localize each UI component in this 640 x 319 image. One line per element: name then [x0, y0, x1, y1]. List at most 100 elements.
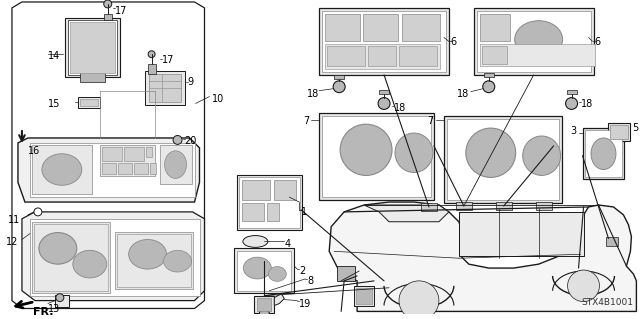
Bar: [447, 119, 559, 200]
Polygon shape: [18, 138, 200, 202]
Bar: [536, 202, 552, 210]
Text: 6: 6: [451, 37, 457, 48]
Ellipse shape: [268, 267, 286, 281]
Ellipse shape: [42, 154, 82, 185]
Bar: [268, 203, 279, 221]
Text: 7: 7: [303, 116, 309, 126]
Bar: [124, 147, 143, 161]
Bar: [325, 44, 440, 69]
Bar: [399, 46, 437, 66]
Bar: [334, 75, 344, 79]
Ellipse shape: [164, 250, 191, 272]
Text: 12: 12: [6, 236, 18, 247]
Bar: [237, 251, 291, 291]
Bar: [496, 202, 512, 210]
Bar: [582, 128, 625, 179]
Bar: [477, 11, 591, 72]
Circle shape: [34, 208, 42, 216]
Bar: [159, 145, 191, 184]
Ellipse shape: [164, 151, 186, 178]
Polygon shape: [329, 202, 636, 311]
Bar: [118, 163, 132, 174]
Text: 17: 17: [115, 6, 127, 16]
Circle shape: [483, 81, 495, 93]
Bar: [319, 8, 449, 75]
Bar: [32, 145, 92, 194]
Text: 1: 1: [301, 207, 307, 217]
Bar: [80, 99, 98, 107]
Bar: [584, 130, 623, 177]
Bar: [150, 163, 156, 174]
Bar: [337, 266, 355, 281]
Ellipse shape: [340, 124, 392, 175]
Ellipse shape: [466, 128, 516, 177]
Text: 4: 4: [284, 239, 291, 249]
Bar: [480, 14, 509, 41]
Bar: [363, 14, 398, 41]
Bar: [322, 11, 446, 72]
Bar: [421, 203, 437, 211]
Bar: [68, 20, 116, 75]
Text: STX4B1001: STX4B1001: [581, 299, 634, 308]
Ellipse shape: [591, 138, 616, 169]
Polygon shape: [12, 2, 205, 308]
Bar: [356, 288, 372, 304]
Text: 5: 5: [632, 123, 639, 133]
Bar: [65, 18, 120, 77]
Bar: [607, 236, 618, 246]
Bar: [611, 125, 628, 139]
Bar: [100, 145, 155, 176]
Circle shape: [104, 0, 112, 8]
Text: 14: 14: [48, 51, 60, 61]
Ellipse shape: [515, 21, 563, 58]
Text: 11: 11: [8, 215, 20, 225]
Text: 3: 3: [570, 126, 577, 136]
Text: 10: 10: [211, 94, 224, 104]
Ellipse shape: [73, 250, 107, 278]
Bar: [482, 46, 507, 64]
Bar: [104, 14, 112, 20]
Bar: [402, 14, 440, 41]
Text: 7: 7: [428, 116, 434, 126]
Polygon shape: [275, 294, 284, 306]
Text: 19: 19: [300, 299, 312, 308]
Bar: [243, 180, 270, 200]
Text: FR.: FR.: [33, 308, 53, 317]
Bar: [484, 73, 494, 77]
Bar: [115, 232, 193, 289]
Circle shape: [378, 98, 390, 109]
Circle shape: [173, 136, 182, 145]
Bar: [30, 143, 195, 197]
Bar: [243, 203, 264, 221]
Ellipse shape: [129, 240, 166, 269]
Bar: [325, 14, 360, 41]
Polygon shape: [364, 205, 449, 222]
Circle shape: [333, 81, 345, 93]
Ellipse shape: [259, 309, 269, 317]
Bar: [78, 97, 100, 108]
Text: 6: 6: [595, 37, 600, 48]
Bar: [379, 90, 389, 94]
Ellipse shape: [243, 235, 268, 247]
Bar: [474, 8, 593, 75]
Bar: [116, 234, 191, 287]
Bar: [70, 22, 115, 73]
Bar: [459, 212, 584, 256]
Bar: [145, 71, 184, 106]
Bar: [146, 147, 152, 157]
Bar: [237, 175, 302, 230]
Ellipse shape: [39, 233, 77, 264]
Ellipse shape: [523, 136, 561, 175]
Polygon shape: [22, 212, 205, 300]
Text: 15: 15: [48, 99, 60, 108]
Bar: [275, 180, 296, 200]
Text: 20: 20: [184, 136, 197, 146]
Bar: [322, 116, 431, 197]
Text: 13: 13: [48, 304, 60, 314]
Bar: [456, 202, 472, 210]
Circle shape: [568, 270, 600, 301]
Bar: [254, 296, 275, 313]
Bar: [102, 147, 122, 161]
Bar: [566, 90, 577, 94]
Bar: [34, 224, 108, 291]
